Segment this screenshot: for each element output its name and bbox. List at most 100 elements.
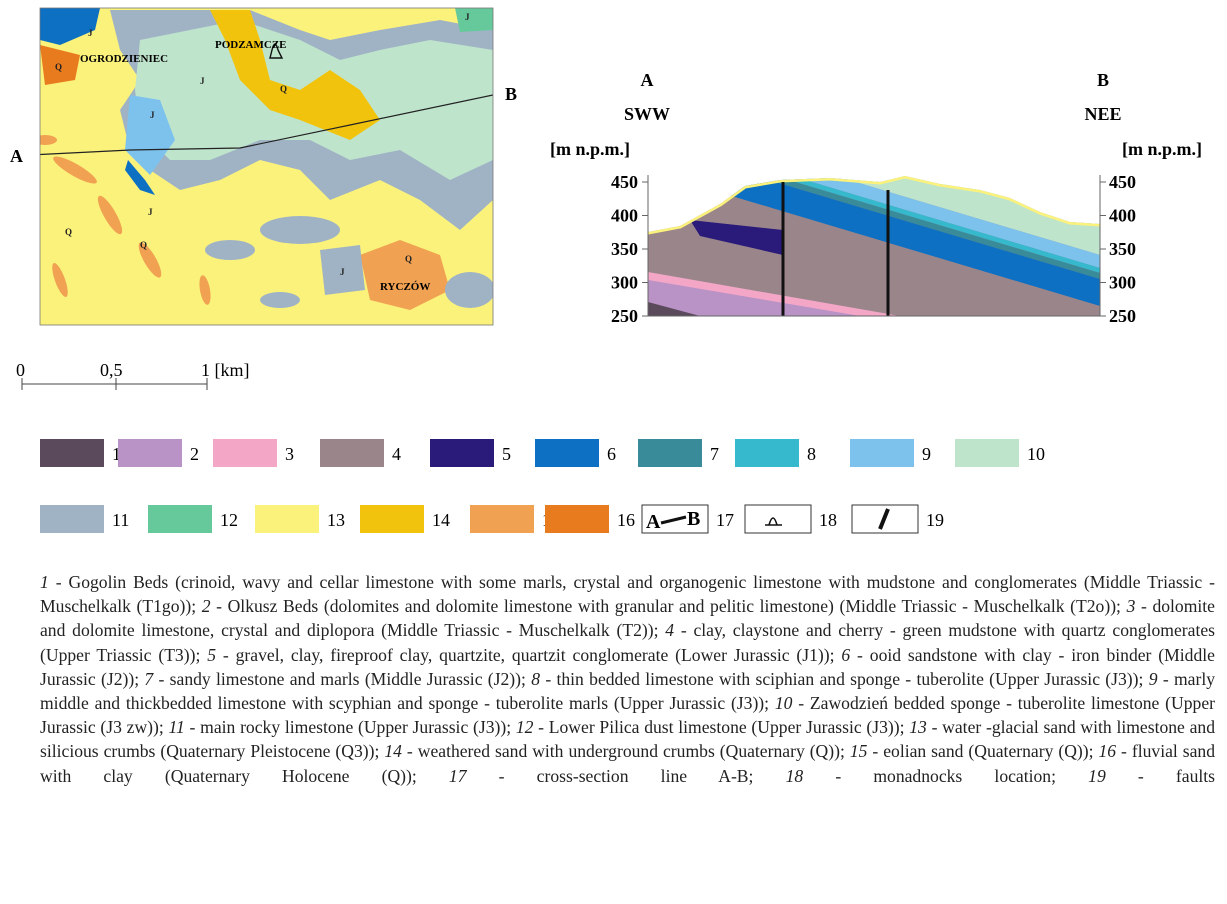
place-label: RYCZÓW	[380, 281, 430, 293]
caption-number: 7	[144, 668, 154, 689]
caption-text: - Lower Pilica dust limestone (Upper Jur…	[533, 717, 910, 738]
map-symbol: Q	[65, 227, 72, 237]
caption-text: - eolian sand (Quaternary (Q));	[867, 741, 1099, 762]
caption-text: - sandy limestone and marls (Middle Jura…	[153, 668, 532, 689]
legend-label: 8	[807, 444, 816, 464]
legend-label: 3	[285, 444, 294, 464]
legend-label: 19	[926, 510, 944, 530]
caption-text: - clay, claystone and cherry - green mud…	[40, 620, 1215, 665]
legend-swatch	[735, 439, 799, 467]
caption-number: 19	[1088, 765, 1106, 786]
legend-label: 14	[432, 510, 450, 530]
legend-label: 1	[112, 444, 121, 464]
caption-number: 17	[448, 765, 467, 786]
legend-symbol: B	[687, 508, 700, 530]
legend-symbol-line	[660, 515, 687, 525]
caption-number: 2	[201, 596, 211, 617]
caption-number: 9	[1148, 668, 1158, 689]
caption-text: - Zawodzień bedded sponge - tuberolite l…	[40, 693, 1215, 738]
scale-label: 1 [km]	[201, 360, 250, 380]
legend-label: 7	[710, 444, 719, 464]
map-symbol: J	[148, 207, 153, 217]
caption-text: - weathered sand with underground crumbs…	[401, 741, 850, 762]
legend-symbol	[765, 517, 782, 526]
section-unit: [m n.p.m.]	[550, 139, 630, 159]
map-symbol: J	[88, 28, 93, 38]
map-symbol: J	[150, 110, 155, 120]
caption-text: - water -glacial sand with limestone and…	[40, 717, 1215, 762]
caption-number: 10	[774, 693, 793, 714]
map-symbol: Q	[405, 254, 412, 264]
caption-number: 5	[207, 644, 217, 665]
section-end: B	[505, 84, 517, 104]
tick-label: 400	[611, 206, 638, 226]
legend-swatch	[430, 439, 494, 467]
map-symbol: Q	[55, 62, 62, 72]
caption-number: 13	[909, 717, 927, 738]
caption-number: 6	[841, 644, 851, 665]
legend-swatch	[545, 505, 609, 533]
legend-label: 4	[392, 444, 401, 464]
section-point: B	[1097, 70, 1109, 90]
legend-swatch	[213, 439, 277, 467]
legend-swatch	[955, 439, 1019, 467]
caption-text: - thin bedded limestone with sciphian an…	[540, 668, 1149, 689]
scale-label: 0	[16, 360, 25, 380]
caption-text: - gravel, clay, fireproof clay, quartzit…	[216, 644, 842, 665]
map-symbol: J	[340, 267, 345, 277]
caption-number: 15	[849, 741, 868, 762]
legend-symbol-box	[744, 504, 812, 534]
legend-label: 9	[922, 444, 931, 464]
legend-label: 2	[190, 444, 199, 464]
section-unit: [m n.p.m.]	[1122, 139, 1202, 159]
caption-text: - faults	[1105, 765, 1215, 786]
legend-swatch	[850, 439, 914, 467]
caption-number: 16	[1098, 741, 1117, 762]
caption-text: - dolomite and dolomite limestone, cryst…	[40, 596, 1215, 641]
legend-swatch	[118, 439, 182, 467]
legend-label: 13	[327, 510, 345, 530]
legend-label: 5	[502, 444, 511, 464]
caption-text: - Olkusz Beds (dolomites and dolomite li…	[210, 596, 1127, 617]
caption-text: - ooid sandstone with clay - iron binder…	[40, 644, 1215, 689]
tick-label: 400	[1109, 206, 1136, 226]
legend-swatch	[40, 505, 104, 533]
caption: 1 - Gogolin Beds (crinoid, wavy and cell…	[40, 570, 1215, 788]
map-symbol: J	[200, 76, 205, 86]
map-symbol: Q	[280, 84, 287, 94]
section-direction: SWW	[624, 104, 670, 124]
legend-swatch	[638, 439, 702, 467]
tick-label: 300	[611, 273, 638, 293]
caption-number: 12	[515, 717, 534, 738]
legend-swatch	[535, 439, 599, 467]
legend-swatch	[320, 439, 384, 467]
legend-swatch	[148, 505, 212, 533]
legend-symbol	[878, 508, 890, 530]
tick-label: 450	[1109, 172, 1136, 192]
legend-label: 6	[607, 444, 616, 464]
caption-text: - main rocky limestone (Upper Jurassic (…	[184, 717, 516, 738]
caption-number: 8	[531, 668, 541, 689]
caption-number: 1	[40, 572, 49, 592]
caption-text: - monadnocks location;	[803, 765, 1089, 786]
legend-swatch	[360, 505, 424, 533]
tick-label: 250	[1109, 306, 1136, 326]
legend-label: 18	[819, 510, 837, 530]
tick-label: 300	[1109, 273, 1136, 293]
legend-symbol: A	[646, 511, 661, 533]
legend-label: 17	[716, 510, 734, 530]
legend-label: 12	[220, 510, 238, 530]
caption-text: - fluvial sand with clay (Quaternary Hol…	[40, 741, 1216, 786]
legend-label: 11	[112, 510, 129, 530]
tick-label: 350	[611, 239, 638, 259]
legend-swatch	[40, 439, 104, 467]
place-label: OGRODZIENIEC	[80, 53, 168, 65]
scale-label: 0,5	[100, 360, 123, 380]
caption-number: 14	[384, 741, 402, 762]
caption-text: - Gogolin Beds (crinoid, wavy and cellar…	[40, 572, 1215, 617]
figure-graphics: OGRODZIENIEC PODZAMCZE RYCZÓW A B J Q J …	[10, 7, 1202, 534]
legend-label: 10	[1027, 444, 1045, 464]
section-direction: NEE	[1084, 104, 1121, 124]
map-symbol: Q	[140, 240, 147, 250]
tick-label: 250	[611, 306, 638, 326]
